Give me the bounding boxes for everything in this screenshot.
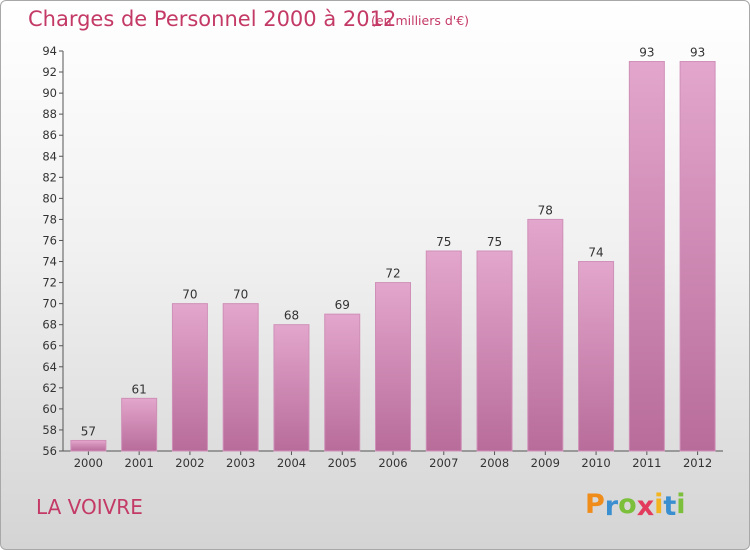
- x-tick-label: 2003: [226, 456, 255, 470]
- x-tick-label: 2002: [175, 456, 204, 470]
- chart-subtitle: (en milliers d'€): [371, 13, 470, 28]
- data-label: 61: [132, 382, 147, 396]
- y-tick-label: 90: [42, 86, 57, 100]
- chart-axes: 56 58 60 62 64 66 68 70 72 74 76 78 80 82 84 86 88 90 92 94: [42, 44, 723, 458]
- y-tick-label: 86: [42, 128, 57, 142]
- logo-letter: r: [604, 491, 619, 522]
- x-tick-label: 2007: [429, 456, 458, 470]
- place-name: LA VOIVRE: [36, 495, 143, 519]
- x-tick-label: 2009: [531, 456, 560, 470]
- x-tick-label: 2012: [683, 456, 712, 470]
- data-label: 70: [233, 288, 248, 302]
- x-tick-label: 2001: [125, 456, 154, 470]
- data-label: 57: [81, 424, 96, 438]
- bar: [70, 439, 107, 452]
- y-tick-label: 56: [42, 444, 57, 458]
- data-label: 78: [538, 203, 553, 217]
- y-tick-label: 84: [42, 149, 57, 163]
- y-tick-label: 94: [42, 44, 57, 58]
- y-tick-label: 68: [42, 318, 57, 332]
- bar: [578, 261, 615, 452]
- data-label: 75: [436, 235, 451, 249]
- data-label: 69: [335, 298, 350, 312]
- bar: [476, 250, 513, 452]
- data-label: 74: [588, 246, 603, 260]
- y-tick-label: 60: [42, 402, 57, 416]
- y-tick-label: 72: [42, 276, 57, 290]
- data-label: 70: [182, 288, 197, 302]
- logo-letter: i: [654, 489, 664, 520]
- y-tick-label: 80: [42, 191, 57, 205]
- x-tick-label: 2008: [480, 456, 509, 470]
- y-tick-label: 82: [42, 170, 57, 184]
- logo-letter: P: [585, 489, 605, 520]
- y-tick-label: 58: [42, 423, 57, 437]
- proxiti-logo[interactable]: Proxiti: [585, 489, 686, 522]
- data-label: 93: [690, 46, 705, 60]
- bar: [324, 313, 361, 452]
- bar: [375, 282, 411, 452]
- bar: [121, 397, 158, 452]
- bar: [171, 303, 208, 452]
- y-tick-label: 76: [42, 233, 57, 247]
- chart-bars: [70, 61, 716, 452]
- y-tick-label: 78: [42, 212, 57, 226]
- bar: [527, 218, 564, 452]
- x-tick-label: 2004: [277, 456, 306, 470]
- y-tick-label: 66: [42, 339, 57, 353]
- data-label: 93: [639, 46, 654, 60]
- bar: [628, 61, 665, 452]
- y-tick-label: 74: [42, 255, 57, 269]
- y-tick-label: 92: [42, 65, 57, 79]
- x-tick-label: 2010: [581, 456, 610, 470]
- y-tick-label: 88: [42, 107, 57, 121]
- bar: [222, 303, 259, 452]
- chart-title: Charges de Personnel 2000 à 2012: [28, 7, 397, 31]
- chart-labels: 2000 57 2001 61 2002 70 2003 70 2004 68 2005 69 2006…: [74, 46, 713, 470]
- y-tick-label: 70: [42, 297, 57, 311]
- data-label: 68: [284, 309, 299, 323]
- x-tick-label: 2011: [632, 456, 661, 470]
- logo-letter: i: [676, 489, 686, 520]
- logo-letter: o: [618, 489, 637, 520]
- logo-letter: t: [663, 491, 677, 522]
- data-label: 75: [487, 235, 502, 249]
- bar: [679, 61, 716, 452]
- data-label: 72: [385, 267, 400, 281]
- x-tick-label: 2006: [378, 456, 407, 470]
- x-tick-label: 2000: [74, 456, 103, 470]
- x-tick-label: 2005: [328, 456, 357, 470]
- bar: [425, 250, 462, 452]
- y-tick-label: 64: [42, 360, 57, 374]
- y-tick-label: 62: [42, 381, 57, 395]
- logo-letter: x: [636, 491, 655, 522]
- bar: [273, 324, 310, 452]
